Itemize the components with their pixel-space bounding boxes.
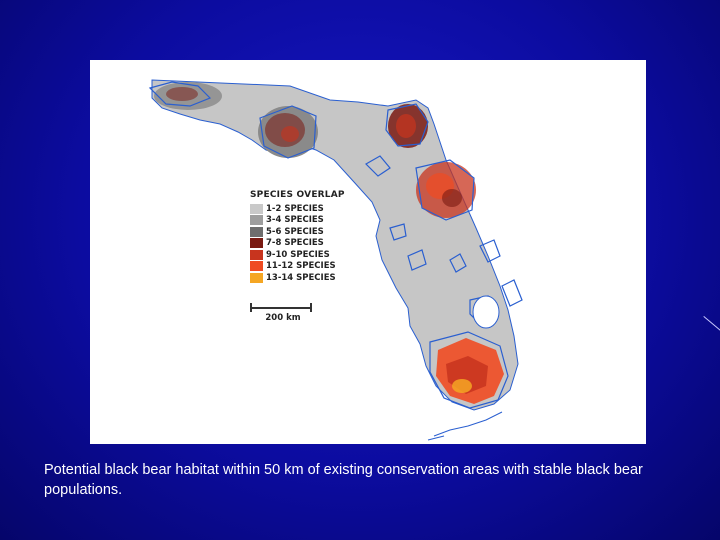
legend-item: 11-12 SPECIES <box>250 261 362 273</box>
scale-line <box>250 307 312 309</box>
conservation-areas <box>148 81 523 409</box>
legend-swatch <box>250 238 263 249</box>
legend-item: 3-4 SPECIES <box>250 215 362 227</box>
florida-landmass <box>151 79 519 411</box>
scale-tick <box>310 303 312 312</box>
legend-label: 7-8 SPECIES <box>266 238 324 249</box>
legend-label: 13-14 SPECIES <box>266 272 336 283</box>
legend-item: 9-10 SPECIES <box>250 249 362 261</box>
legend-swatch <box>250 261 263 272</box>
legend-swatch <box>250 272 263 283</box>
legend-label: 3-4 SPECIES <box>266 215 324 226</box>
legend-swatch <box>250 226 263 237</box>
scale-label: 200 km <box>265 313 301 323</box>
slide-caption: Potential black bear habitat within 50 k… <box>44 462 643 498</box>
slide-decoration-line <box>703 316 720 331</box>
legend-swatch <box>250 215 263 226</box>
legend-label: 1-2 SPECIES <box>266 203 324 214</box>
legend-swatch <box>250 203 263 214</box>
big-cypress-habitat <box>436 338 504 404</box>
apalachicola-habitat <box>258 106 318 158</box>
legend-label: 9-10 SPECIES <box>266 249 330 260</box>
florida-map <box>148 79 523 441</box>
legend-label: 11-12 SPECIES <box>266 261 336 272</box>
panhandle-west-habitat <box>154 82 222 110</box>
lake-okeechobee <box>472 295 500 329</box>
legend-swatch <box>250 249 263 260</box>
legend-item: 7-8 SPECIES <box>250 238 362 250</box>
legend-title: SPECIES OVERLAP <box>250 190 345 200</box>
map-panel: SPECIES OVERLAP 1-2 SPECIES 3-4 SPECIES … <box>90 60 646 444</box>
map-legend: SPECIES OVERLAP 1-2 SPECIES 3-4 SPECIES … <box>250 190 362 284</box>
legend-label: 5-6 SPECIES <box>266 226 324 237</box>
legend-item: 13-14 SPECIES <box>250 272 362 284</box>
ocala-habitat <box>416 162 476 218</box>
legend-item: 1-2 SPECIES <box>250 203 362 215</box>
osceola-habitat <box>388 104 428 148</box>
legend-item: 5-6 SPECIES <box>250 226 362 238</box>
florida-keys <box>427 411 503 441</box>
